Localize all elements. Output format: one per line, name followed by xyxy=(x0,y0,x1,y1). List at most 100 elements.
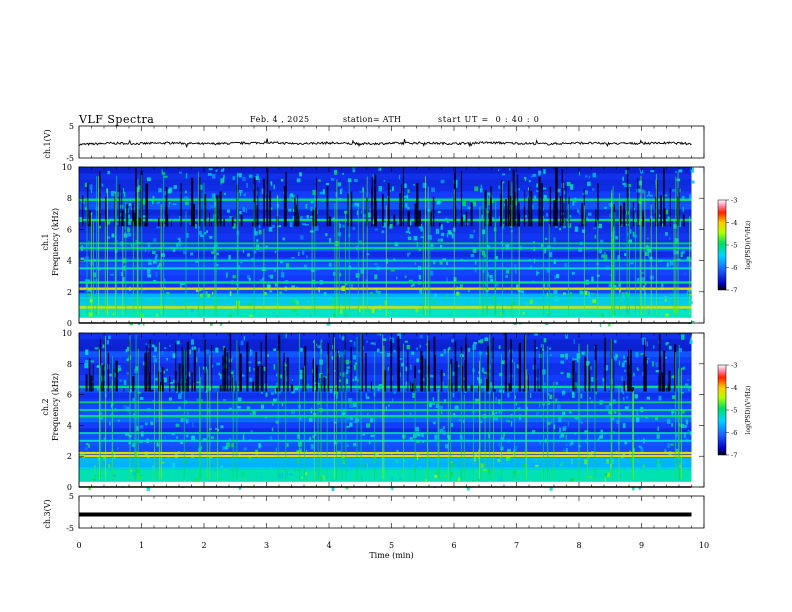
spectrogram-cell xyxy=(259,279,264,282)
spectrogram-cell xyxy=(622,176,625,182)
spectrogram-gap xyxy=(393,214,396,227)
spectrogram-cell xyxy=(539,403,541,408)
spectrogram-cell xyxy=(95,206,100,211)
spectrogram-cell xyxy=(398,174,400,180)
spectrogram-gap xyxy=(565,185,567,227)
spectrogram-cell xyxy=(367,412,369,417)
spectrogram-cell xyxy=(601,313,604,318)
spectrogram-cell xyxy=(213,202,217,207)
spectrogram-cell xyxy=(632,486,635,491)
spectrogram-cell xyxy=(419,303,423,307)
spectrogram-cell xyxy=(451,423,454,427)
spectrogram-cell xyxy=(116,239,118,244)
spectrogram-cell xyxy=(565,353,568,357)
spectrogram-cell xyxy=(396,449,399,453)
spectrogram-cell xyxy=(323,309,327,315)
spectrogram-cell xyxy=(642,340,646,345)
spectrogram-cell xyxy=(505,275,509,278)
spectrogram-cell xyxy=(79,239,692,246)
spectrogram-cell xyxy=(638,445,641,448)
spectrogram-cell xyxy=(571,389,575,394)
spectrogram-cell xyxy=(675,433,678,438)
spectrogram-cell xyxy=(640,447,644,453)
spectrogram-gap xyxy=(301,390,303,392)
spectrogram-gap xyxy=(453,172,456,227)
spectrogram-cell xyxy=(489,279,494,283)
spectrogram-cell xyxy=(215,347,219,353)
spectrogram-cell xyxy=(382,338,387,341)
y-axis-label: ch.3(V) xyxy=(43,499,52,528)
spectrogram-cell xyxy=(502,181,505,184)
spectrogram-cell xyxy=(404,340,408,343)
spectrogram-cell xyxy=(673,224,677,229)
spectrogram-cell xyxy=(637,459,640,462)
spectrogram-cell xyxy=(166,368,169,371)
sferic-stripe xyxy=(336,384,337,480)
sferic-stripe xyxy=(137,348,139,480)
sferic-stripe xyxy=(644,190,646,316)
sferic-stripe xyxy=(614,211,616,316)
spectrogram-cell xyxy=(370,434,375,437)
spectrogram-cell xyxy=(618,360,621,366)
colorbar-tick-label: -4 xyxy=(731,384,737,392)
sferic-stripe xyxy=(158,342,160,480)
sferic-stripe xyxy=(341,352,343,480)
spectrogram-cell xyxy=(79,404,692,411)
spectrogram-cell xyxy=(439,261,443,265)
spectrogram-cell xyxy=(599,322,602,328)
spectrogram-cell xyxy=(666,262,669,267)
spectrogram-gap xyxy=(578,225,581,227)
spectrogram-cell xyxy=(373,263,378,266)
spectrogram-cell xyxy=(156,443,159,447)
spectrogram-gap xyxy=(171,220,173,227)
spectrogram-cell xyxy=(275,382,279,386)
spectrogram-gap xyxy=(312,209,315,227)
spectrogram-cell xyxy=(396,219,400,225)
spectrogram-cell xyxy=(419,288,422,294)
spectrogram-cell xyxy=(252,410,256,416)
spectrogram-cell xyxy=(186,232,189,238)
spectrogram-cell xyxy=(395,459,399,463)
y-tick-label: 6 xyxy=(67,225,72,234)
spectrogram-cell xyxy=(299,216,304,220)
spectrogram-cell xyxy=(179,216,181,219)
spectrogram-cell xyxy=(564,190,566,195)
spectrogram-gap xyxy=(190,177,194,227)
spectrogram-cell xyxy=(164,347,167,350)
spectrogram-cell xyxy=(384,300,387,306)
spectrogram-cell xyxy=(673,249,677,255)
spectrogram-cell xyxy=(515,402,517,406)
spectrogram-cell xyxy=(559,463,562,466)
spectrogram-cell xyxy=(282,237,286,241)
spectrogram-gap xyxy=(90,375,93,392)
channel-label: ch.1 xyxy=(41,233,50,250)
spectrogram-cell xyxy=(594,234,597,239)
spectrogram-cell xyxy=(271,477,275,480)
spectrogram-cell xyxy=(528,471,532,475)
spectrogram-cell xyxy=(473,341,477,345)
spectrogram-cell xyxy=(565,333,568,339)
sferic-stripe xyxy=(639,196,641,316)
y-axis-label: Frequency (kHz) xyxy=(51,208,60,276)
spectrogram-gap xyxy=(568,196,570,227)
spectrogram-cell xyxy=(517,407,521,411)
spectrogram-cell xyxy=(514,395,516,399)
spectrogram-gap xyxy=(144,352,147,392)
spectrogram-cell xyxy=(343,314,346,318)
sferic-stripe xyxy=(553,381,555,480)
spectrogram-cell xyxy=(683,432,686,438)
spectrogram-gap xyxy=(231,377,233,392)
spectrogram-cell xyxy=(646,396,650,400)
spectrogram-cell xyxy=(329,262,332,267)
spectrogram-cell xyxy=(139,396,144,400)
spectrogram-gap xyxy=(246,342,249,392)
spectrogram-cell xyxy=(232,223,236,229)
spectrogram-cell xyxy=(666,342,669,345)
spectrogram-cell xyxy=(516,364,519,368)
spectrogram-cell xyxy=(440,224,443,230)
spectrogram-cell xyxy=(199,293,204,299)
spectrogram-cell xyxy=(314,225,319,231)
spectrogram-cell xyxy=(79,227,692,234)
spectrogram-cell xyxy=(448,232,453,235)
spectrogram-cell xyxy=(291,257,295,259)
